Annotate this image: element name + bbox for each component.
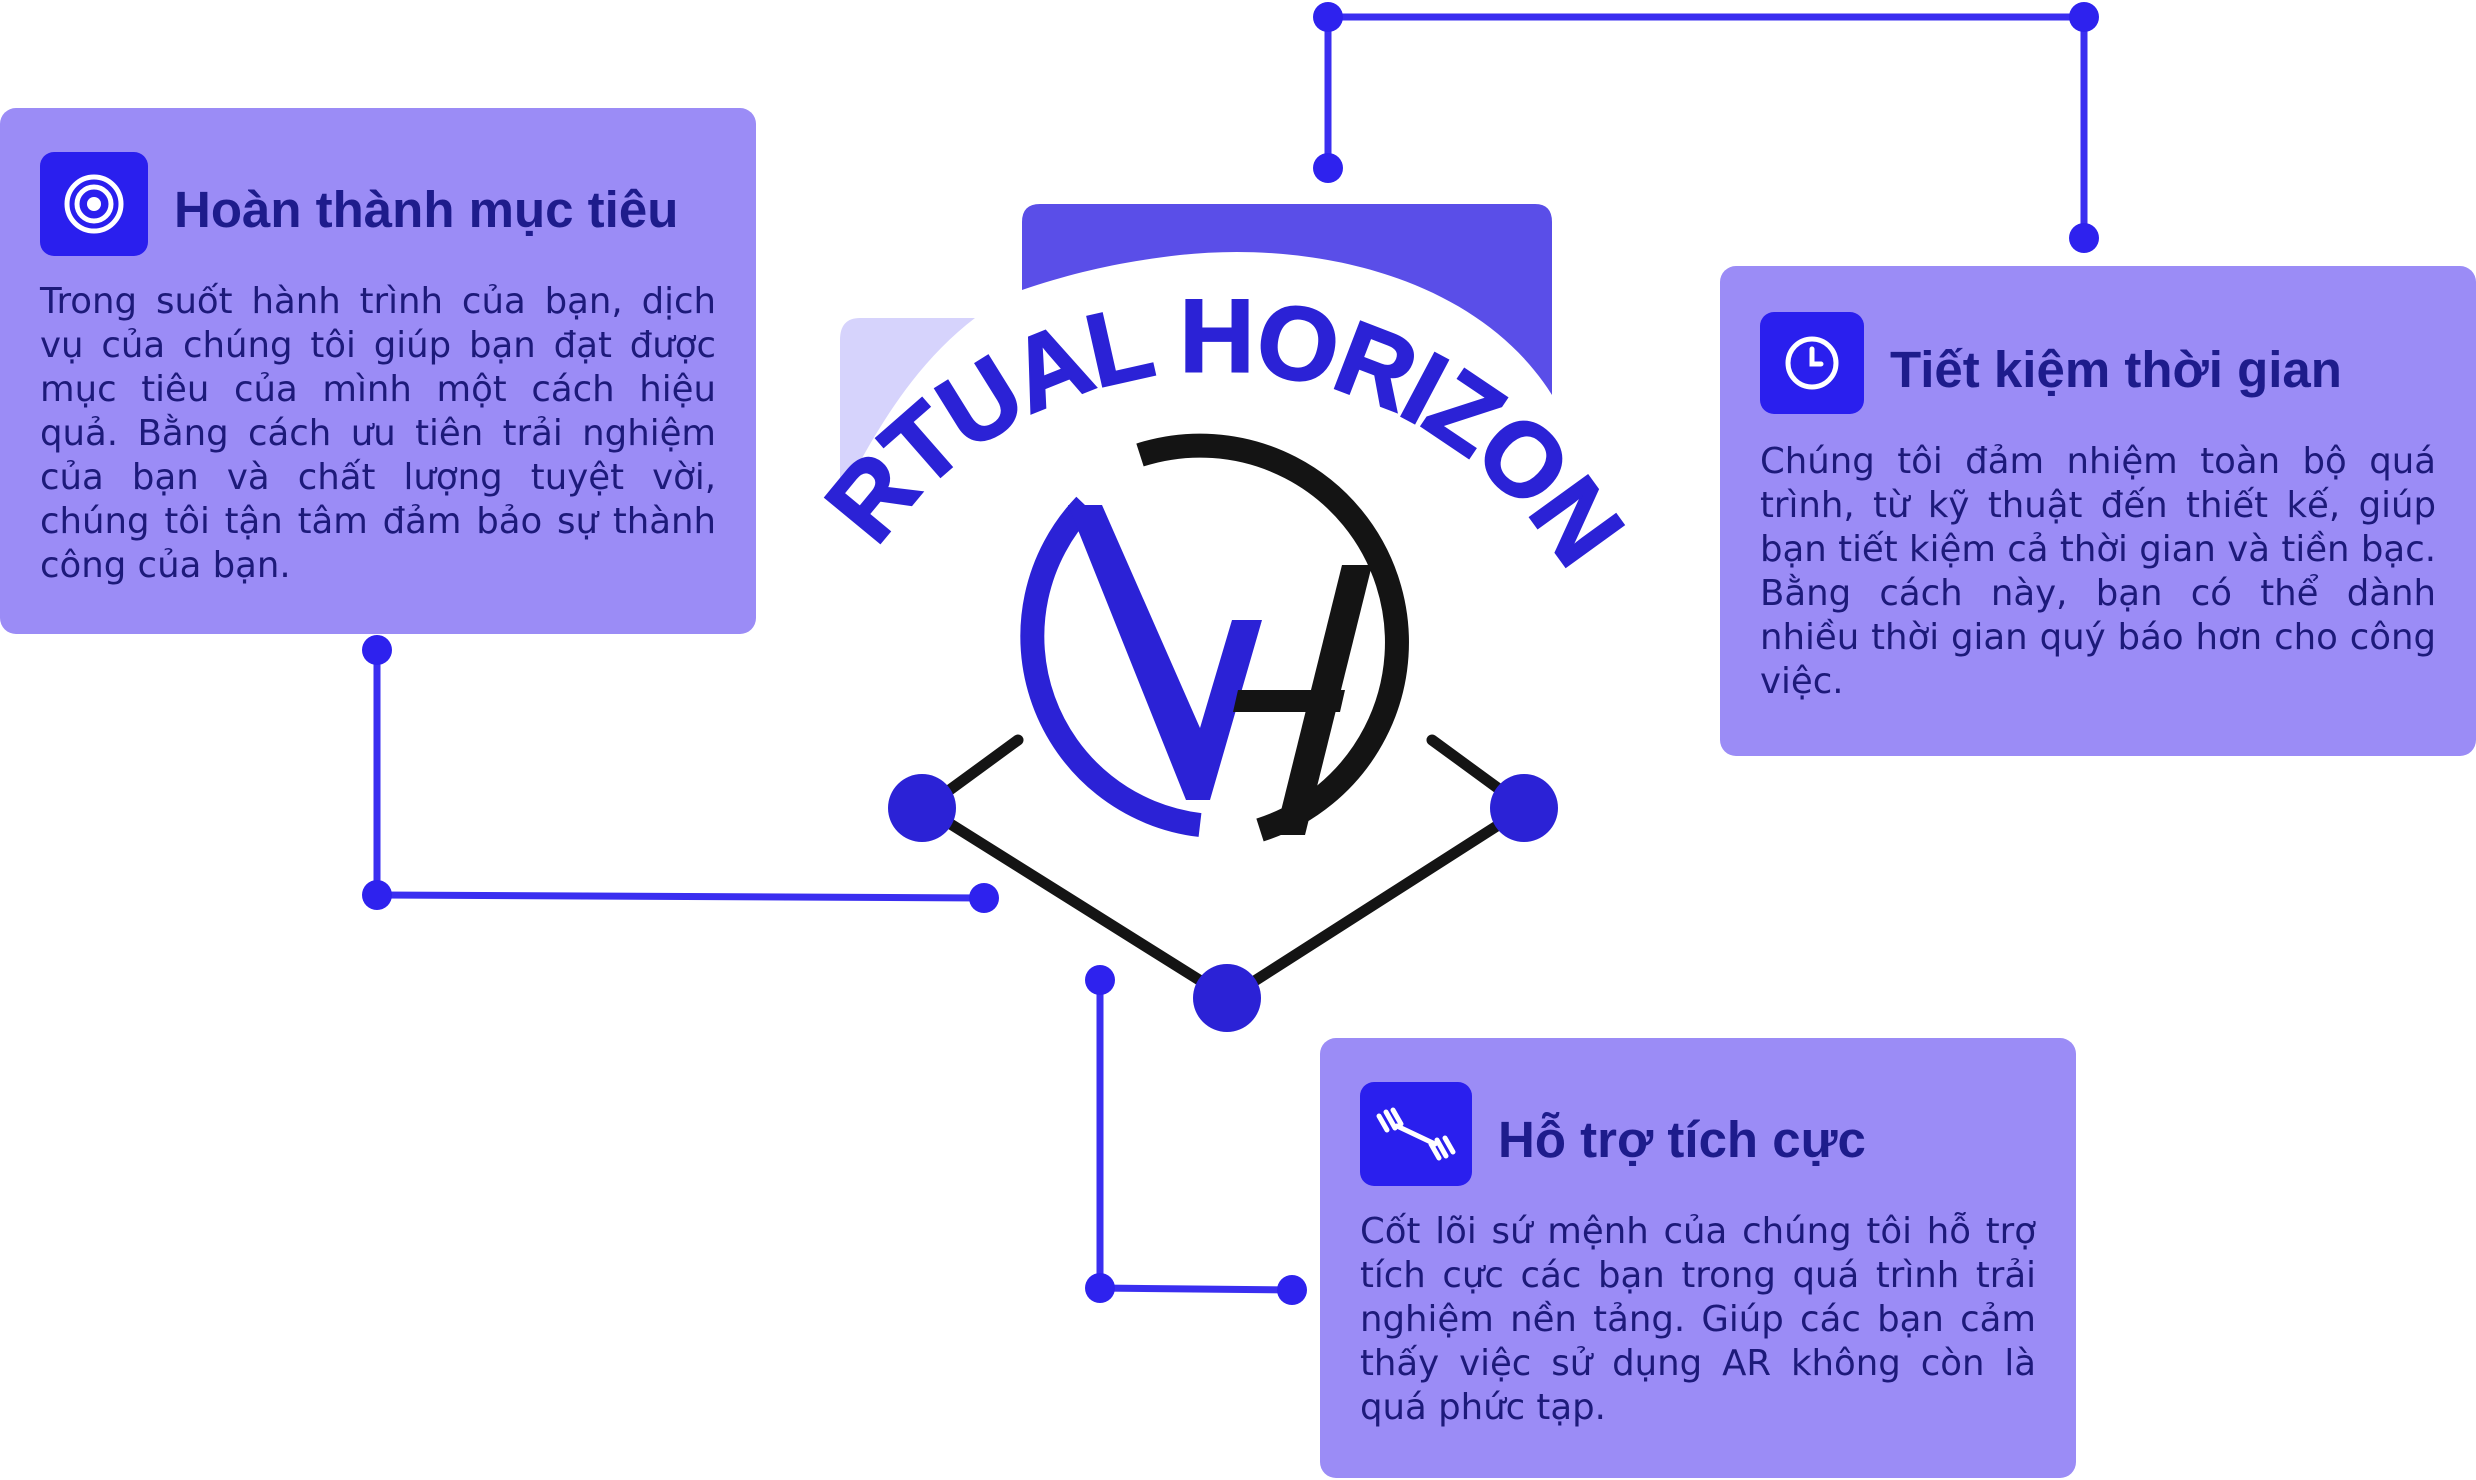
card-support-title: Hỗ trợ tích cực: [1498, 1111, 1866, 1168]
clock-icon: [1760, 312, 1864, 414]
target-icon: [40, 152, 148, 256]
card-goal-text: Trong suốt hành trình của bạn, dịch vụ c…: [40, 281, 716, 586]
connector-bottom: [1096, 980, 1293, 1294]
connector-top: [1324, 13, 2088, 238]
logo-letter-v: [1068, 505, 1262, 800]
logo-node-right: [1490, 774, 1558, 842]
logo-circle-dark-arc: [1136, 433, 1409, 842]
logo-frame-nodes: [888, 774, 1558, 1032]
card-time-title: Tiết kiệm thời gian: [1890, 341, 2342, 398]
logo-circle-blue-arc: [1020, 496, 1202, 837]
logo-letter-h-bar: [1233, 690, 1345, 712]
dumbbell-icon: [1360, 1082, 1472, 1186]
card-goal-title: Hoàn thành mục tiêu: [174, 181, 679, 238]
card-goal: Hoàn thành mục tiêu Trong suốt hành trìn…: [0, 108, 756, 634]
card-time: Tiết kiệm thời gian Chúng tôi đảm nhiệm …: [1720, 266, 2476, 756]
card-support: Hỗ trợ tích cực Cốt lõi sứ mệnh của chún…: [1320, 1038, 2076, 1478]
logo-node-bottom: [1193, 964, 1261, 1032]
logo-accent-light-shape: [840, 318, 975, 500]
card-support-text: Cốt lõi sứ mệnh của chúng tôi hỗ trợ tíc…: [1360, 1211, 2036, 1428]
connector-nodes: [362, 2, 2099, 1305]
logo-accent-shape: [1022, 204, 1552, 395]
logo-node-left: [888, 774, 956, 842]
card-time-text: Chúng tôi đảm nhiệm toàn bộ quá trình, t…: [1760, 441, 2436, 702]
logo-diamond-frame: [919, 734, 1531, 1004]
connector-left: [373, 650, 985, 902]
